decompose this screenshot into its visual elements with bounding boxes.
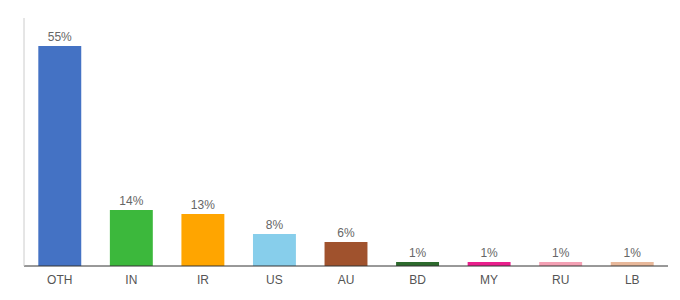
bar — [396, 262, 439, 266]
data-label: 1% — [552, 246, 570, 260]
x-tick-label: LB — [625, 273, 640, 287]
bar — [110, 210, 153, 266]
x-tick-label: IR — [197, 273, 209, 287]
chart-svg: 55% 14% 13% 8% 6% 1% 1% 1% 1% OTH IN IR US AU BD MY RU LB — [0, 0, 680, 300]
data-label: 1% — [624, 246, 642, 260]
data-label: 1% — [409, 246, 427, 260]
chart-container: 55% 14% 13% 8% 6% 1% 1% 1% 1% OTH IN IR US AU BD MY RU LB — [0, 0, 680, 300]
bar — [539, 262, 582, 266]
data-label: 8% — [266, 218, 284, 232]
x-tick-label: MY — [480, 273, 498, 287]
data-label: 6% — [337, 226, 355, 240]
x-tick-label: AU — [338, 273, 355, 287]
x-tick-label: RU — [552, 273, 569, 287]
data-label: 13% — [191, 198, 215, 212]
x-tick-label: US — [266, 273, 283, 287]
bar — [253, 234, 296, 266]
x-tick-label: BD — [409, 273, 426, 287]
x-axis-line — [24, 266, 668, 267]
bar — [38, 46, 81, 266]
data-label: 14% — [119, 194, 143, 208]
x-tick-label: OTH — [47, 273, 72, 287]
x-tick-label: IN — [125, 273, 137, 287]
data-label: 55% — [48, 30, 72, 44]
bar — [468, 262, 511, 266]
data-label: 1% — [480, 246, 498, 260]
bar — [611, 262, 654, 266]
y-axis-line — [24, 18, 25, 266]
bar — [325, 242, 368, 266]
bar — [181, 214, 224, 266]
bars — [38, 46, 653, 266]
